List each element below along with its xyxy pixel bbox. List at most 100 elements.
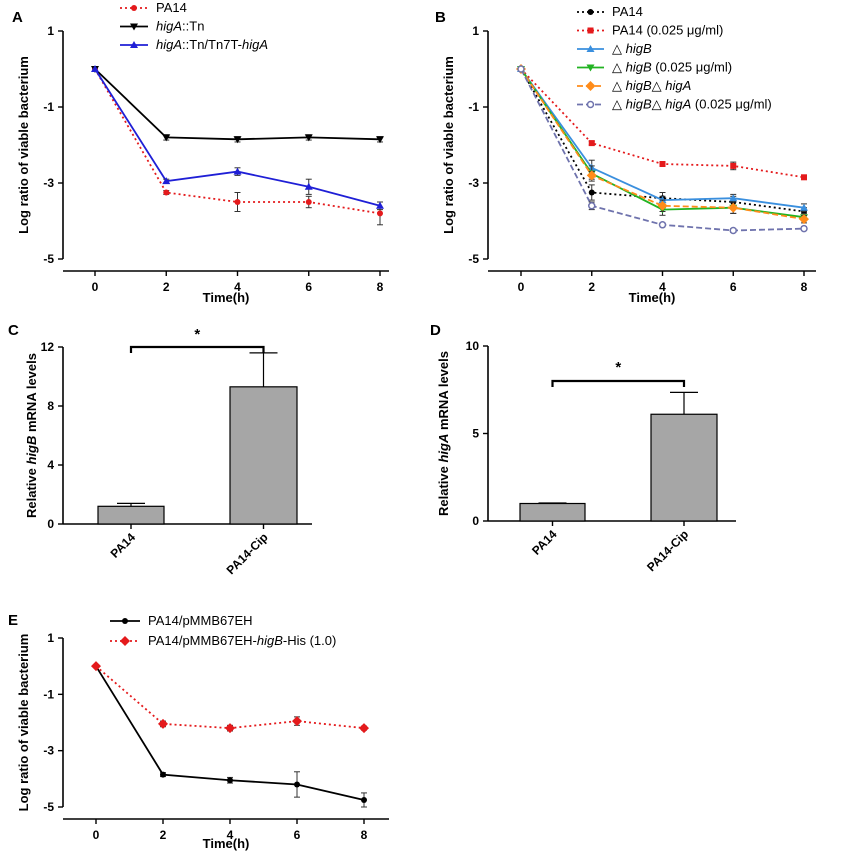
panel-letter: A (12, 9, 23, 26)
legend-label-part: △ (652, 78, 666, 93)
y-tick-label: 1 (47, 24, 54, 38)
legend-label: PA14/pMMB67EH (148, 613, 253, 628)
data-point (800, 203, 808, 211)
data-point (227, 777, 233, 784)
legend-label-part: △ (612, 78, 626, 93)
bar (650, 413, 718, 522)
y-axis-title-part: Relative (24, 465, 39, 518)
series-0 (92, 66, 383, 226)
legend-marker (122, 618, 128, 624)
panel-d: D 0 5 10 PA14 PA14-Cip * Relative higA mRNA lev… (430, 322, 736, 574)
y-axis-title-part: higB (24, 436, 39, 465)
y-axis-title: Relative higA mRNA levels (436, 351, 451, 516)
series-line (95, 665, 365, 730)
y-tick-label: -1 (43, 687, 54, 701)
y-tick-label: -3 (43, 744, 54, 758)
data-point (658, 221, 667, 229)
data-point (91, 65, 99, 72)
x-tick-label: 2 (163, 280, 170, 294)
x-tick-label: 2 (160, 828, 167, 842)
data-point (376, 201, 384, 209)
y-tick-label: 1 (472, 24, 479, 38)
legend-marker (586, 100, 595, 109)
data-point (163, 189, 170, 196)
data-point (234, 199, 241, 205)
legend-label-part: △ (652, 97, 666, 112)
legend-marker (130, 23, 138, 31)
legend-label-part: PA14 (0.025 μg/ml) (612, 23, 723, 38)
legend-label: higA::Tn/Tn7T-higA (156, 37, 268, 52)
x-tick-label: 8 (801, 280, 808, 294)
panel-letter: B (435, 9, 446, 26)
series-line (94, 68, 381, 215)
series-2 (91, 65, 384, 211)
data-point (588, 202, 596, 210)
y-tick-label: -5 (43, 252, 54, 266)
bar (97, 505, 165, 525)
legend-label-part: higA (665, 97, 691, 112)
data-point (659, 161, 666, 167)
legend-label-part: higA (156, 19, 182, 34)
data-point (361, 796, 367, 803)
x-tick-label: 2 (588, 280, 595, 294)
legend-label-part: higB (626, 41, 652, 56)
legend-label-part: PA14/pMMB67EH (148, 613, 253, 628)
data-point (799, 214, 809, 225)
series-0 (93, 663, 367, 808)
panel-c: C 0 4 8 12 PA14 PA14-Cip * Relative higB mRNA le… (8, 322, 312, 577)
y-tick-label: 5 (472, 427, 479, 441)
panel-a: A 1 -1 -3 -5 0 2 4 6 8 Time(h) Log ratio of viable … (12, 0, 389, 305)
y-axis-title-part: mRNA levels (436, 351, 451, 434)
y-tick-label: 8 (47, 399, 54, 413)
x-tick-label: 0 (92, 280, 99, 294)
x-tick-label: 0 (518, 280, 525, 294)
legend-label: △ higB△ higA (612, 78, 691, 93)
legend-label-part: higA (242, 37, 268, 52)
x-tick-label: 6 (730, 280, 737, 294)
data-point (517, 65, 525, 73)
data-point (729, 194, 738, 202)
data-point (160, 771, 166, 778)
legend-label: PA14/pMMB67EH-higB-His (1.0) (148, 633, 336, 648)
y-axis-title: Relative higB mRNA levels (24, 353, 39, 518)
series-line (94, 68, 381, 141)
significance-star: * (194, 326, 200, 343)
data-point (162, 177, 171, 185)
legend-label-part: higB (626, 97, 652, 112)
y-tick-label: 4 (47, 458, 54, 472)
data-point (233, 167, 242, 175)
legend-label: △ higB△ higA (0.025 μg/ml) (612, 97, 772, 112)
legend-label-part: ::Tn/Tn7T- (182, 37, 242, 52)
legend-label: PA14 (156, 0, 187, 15)
data-point (304, 182, 313, 190)
y-tick-label: -3 (468, 176, 479, 190)
y-tick-label: -1 (43, 100, 54, 114)
legend-label: higA::Tn (156, 19, 204, 34)
x-tick-label: 8 (377, 280, 384, 294)
panel-letter: C (8, 322, 19, 339)
y-axis-title-part: Relative (436, 463, 451, 516)
x-tick-label: 4 (227, 828, 234, 842)
panel-letter: E (8, 612, 18, 629)
x-tick-label: 8 (361, 828, 368, 842)
x-tick-label: 4 (659, 280, 666, 294)
data-point (377, 210, 383, 217)
legend-label: △ higB (612, 41, 652, 56)
series-5 (517, 65, 808, 235)
y-axis-title: Log ratio of viable bacterium (441, 56, 456, 234)
series-1 (91, 661, 369, 734)
legend-label-part: △ (612, 97, 626, 112)
legend-label-part: (0.025 μg/ml) (652, 60, 732, 75)
data-point (588, 140, 595, 147)
legend-label-part: ::Tn (182, 19, 204, 34)
bar (229, 386, 298, 525)
y-tick-label: 1 (47, 631, 54, 645)
legend-marker (585, 81, 596, 91)
significance-bracket (551, 379, 686, 387)
data-point (588, 189, 595, 196)
y-axis-title: Log ratio of viable bacterium (16, 634, 31, 812)
legend-label-part: higB (257, 633, 283, 648)
x-tick-label: 6 (294, 828, 301, 842)
y-tick-label: 0 (472, 514, 479, 528)
category-label: PA14-Cip (224, 530, 271, 577)
